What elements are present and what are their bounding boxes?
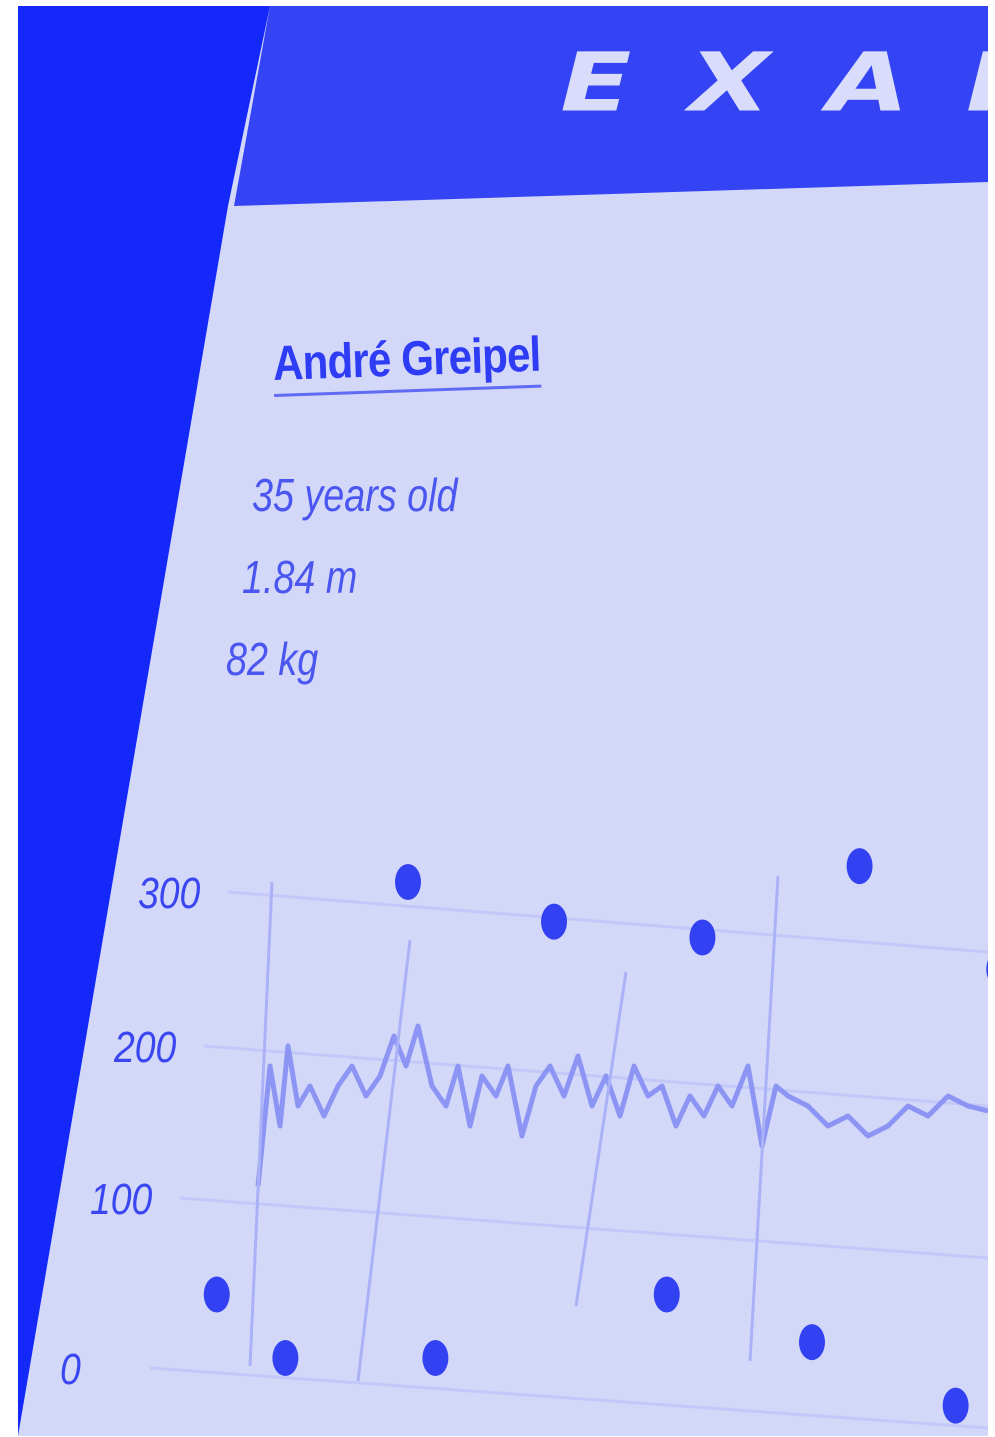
drop-line (748, 875, 780, 1362)
grid-line (179, 1196, 988, 1260)
chart-points (203, 848, 988, 1424)
data-point[interactable] (541, 903, 568, 940)
y-tick-label: 300 (138, 868, 201, 918)
data-point[interactable] (942, 1387, 969, 1424)
data-point[interactable] (653, 1276, 680, 1313)
device-bezel (18, 6, 270, 1436)
rider-height: 1.84 m (242, 551, 358, 603)
drop-line (356, 939, 412, 1382)
data-point[interactable] (203, 1276, 230, 1313)
grid-line (203, 1044, 988, 1108)
rider-age: 35 years old (252, 469, 458, 521)
drop-line (248, 881, 274, 1367)
y-tick-label: 100 (90, 1174, 153, 1224)
screen-photo: EXAKT André Greipel 35 years old 1.84 m … (18, 6, 988, 1436)
data-point[interactable] (986, 951, 988, 987)
rider-weight: 82 kg (226, 633, 319, 685)
grid-line (149, 1366, 988, 1430)
data-point[interactable] (272, 1340, 299, 1376)
data-point[interactable] (846, 848, 873, 885)
chart-grid (149, 890, 988, 1430)
grid-line (227, 890, 988, 954)
power-trace (255, 1023, 988, 1187)
data-point[interactable] (395, 864, 421, 900)
data-point[interactable] (798, 1324, 825, 1361)
y-tick-label: 200 (113, 1022, 177, 1072)
header-bar (234, 6, 988, 206)
data-point[interactable] (422, 1340, 449, 1376)
drop-line (574, 971, 628, 1307)
power-chart: 0 100 200 300 (60, 848, 988, 1430)
chart-trace (248, 875, 988, 1382)
y-tick-label: 0 (60, 1344, 81, 1394)
data-point[interactable] (689, 919, 716, 956)
y-axis-ticks: 0 100 200 300 (60, 868, 201, 1394)
